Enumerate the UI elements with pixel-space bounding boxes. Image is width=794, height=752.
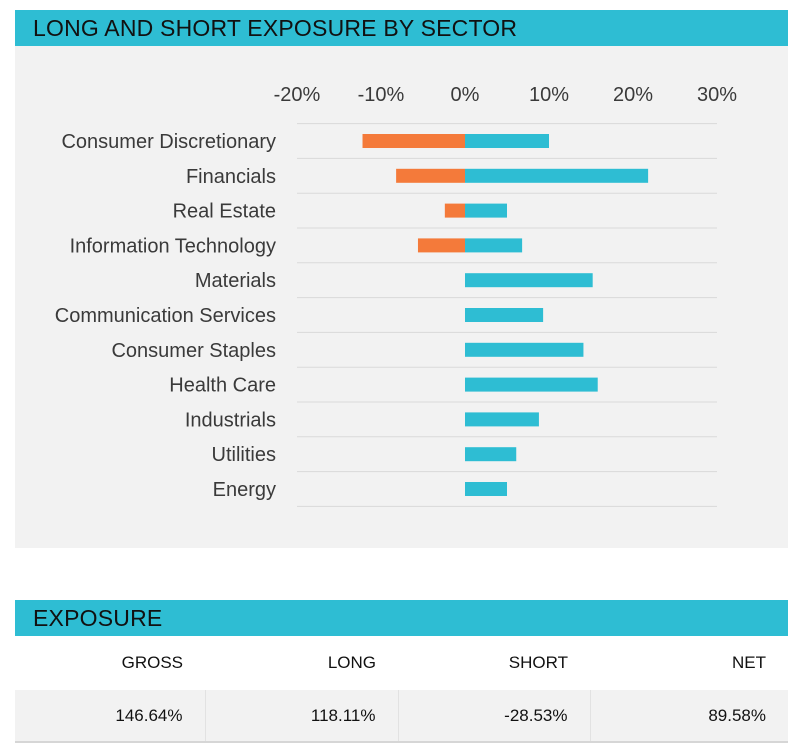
long-exposure-bar bbox=[465, 482, 507, 496]
category-label: Consumer Discretionary bbox=[61, 131, 276, 153]
short-column-header: SHORT bbox=[398, 636, 590, 690]
exposure-section-title: EXPOSURE bbox=[15, 600, 788, 636]
long-exposure-bar bbox=[465, 238, 523, 253]
short-exposure-bar bbox=[417, 238, 465, 253]
exposure-bar-chart: -20% -10% 0% 10% 20% 30% Consumer Discretionar… bbox=[55, 84, 737, 507]
short-exposure-bar bbox=[362, 134, 465, 148]
chart-panel: -20% -10% 0% 10% 20% 30% Consumer Discretionar… bbox=[15, 46, 788, 548]
category-label: Consumer Staples bbox=[111, 340, 276, 362]
net-value: 89.58% bbox=[590, 690, 788, 743]
long-exposure-bar bbox=[465, 203, 507, 218]
long-exposure-bar bbox=[465, 273, 593, 288]
category-label: Energy bbox=[213, 479, 276, 501]
category-label: Communication Services bbox=[55, 305, 276, 327]
x-tick-label: -10% bbox=[358, 84, 405, 106]
long-exposure-bar bbox=[465, 447, 517, 462]
category-label: Utilities bbox=[212, 444, 276, 466]
x-tick-label: -20% bbox=[274, 84, 321, 106]
x-tick-label: 30% bbox=[697, 84, 737, 106]
category-label: Information Technology bbox=[70, 235, 276, 257]
long-exposure-bar bbox=[465, 134, 549, 148]
category-label: Industrials bbox=[185, 409, 276, 431]
exposure-header-row: GROSS LONG SHORT NET bbox=[15, 636, 788, 690]
long-exposure-bar bbox=[465, 412, 539, 427]
long-exposure-bar bbox=[465, 342, 584, 357]
gross-column-header: GROSS bbox=[15, 636, 205, 690]
gross-value: 146.64% bbox=[15, 690, 206, 743]
x-tick-label: 10% bbox=[529, 84, 569, 106]
exposure-value-row: 146.64% 118.11% -28.53% 89.58% bbox=[15, 690, 788, 743]
short-value: -28.53% bbox=[398, 690, 591, 743]
long-column-header: LONG bbox=[205, 636, 398, 690]
category-label: Materials bbox=[195, 270, 276, 292]
short-exposure-bar bbox=[444, 203, 465, 218]
x-tick-label: 0% bbox=[451, 84, 480, 106]
short-exposure-bar bbox=[396, 168, 465, 183]
x-tick-label: 20% bbox=[613, 84, 653, 106]
long-exposure-bar bbox=[465, 308, 544, 322]
net-column-header: NET bbox=[590, 636, 788, 690]
category-label: Health Care bbox=[169, 375, 276, 397]
long-exposure-bar bbox=[465, 168, 649, 183]
category-label: Financials bbox=[186, 166, 276, 188]
exposure-table: GROSS LONG SHORT NET 146.64% 118.11% -28… bbox=[15, 636, 788, 743]
long-exposure-bar bbox=[465, 377, 598, 392]
chart-section-title: LONG AND SHORT EXPOSURE BY SECTOR bbox=[15, 10, 788, 46]
long-value: 118.11% bbox=[205, 690, 399, 743]
category-label: Real Estate bbox=[173, 201, 276, 223]
